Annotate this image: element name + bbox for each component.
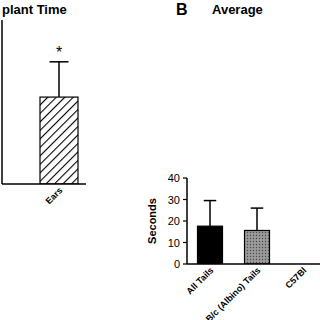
- y-tick: [183, 220, 187, 221]
- error-bar: [50, 62, 69, 97]
- title: plant Time: [2, 2, 67, 17]
- annotation: *: [56, 44, 62, 61]
- y-tick-label: 30: [168, 194, 180, 206]
- error-stem: [209, 201, 211, 227]
- bar: [40, 97, 78, 184]
- error-cap: [251, 207, 264, 209]
- error-stem: [256, 208, 258, 230]
- error-cap: [204, 200, 217, 202]
- y-tick: [183, 263, 187, 264]
- x-tick-label: C57Bl: [283, 265, 308, 290]
- error-bar: [251, 208, 264, 230]
- panel-label: B: [176, 1, 188, 18]
- bar: [245, 230, 270, 264]
- chart-panel: plant Time * Ears: [2, 2, 86, 206]
- x-tick-label: Ears: [44, 185, 65, 206]
- y-tick-label: 10: [168, 237, 180, 249]
- y-tick-label: 0: [174, 258, 180, 270]
- x-axis: [2, 183, 86, 185]
- figure: plant Time*EarsAverageBSeconds010203040A…: [0, 0, 320, 320]
- error-stem: [58, 62, 60, 97]
- x-axis: [187, 263, 320, 265]
- y-tick: [183, 242, 187, 243]
- chart-panel: Average B Seconds 0 10 20 30 40 All TailsBALB/c …: [146, 1, 320, 320]
- y-axis: [1, 20, 3, 184]
- title: Average: [212, 2, 263, 17]
- x-tick-label: BALB/c (Albino) Tails: [191, 265, 263, 320]
- y-tick-label: 20: [168, 215, 180, 227]
- x-tick-label: All Tails: [184, 265, 215, 296]
- error-bar: [204, 201, 217, 227]
- bars: [198, 201, 270, 264]
- y-tick: [183, 199, 187, 200]
- bar: [198, 226, 223, 264]
- bars: [40, 62, 78, 184]
- y-axis-label: Seconds: [146, 198, 158, 244]
- y-tick: [183, 177, 187, 178]
- error-cap: [50, 61, 69, 63]
- y-tick-label: 40: [168, 172, 180, 184]
